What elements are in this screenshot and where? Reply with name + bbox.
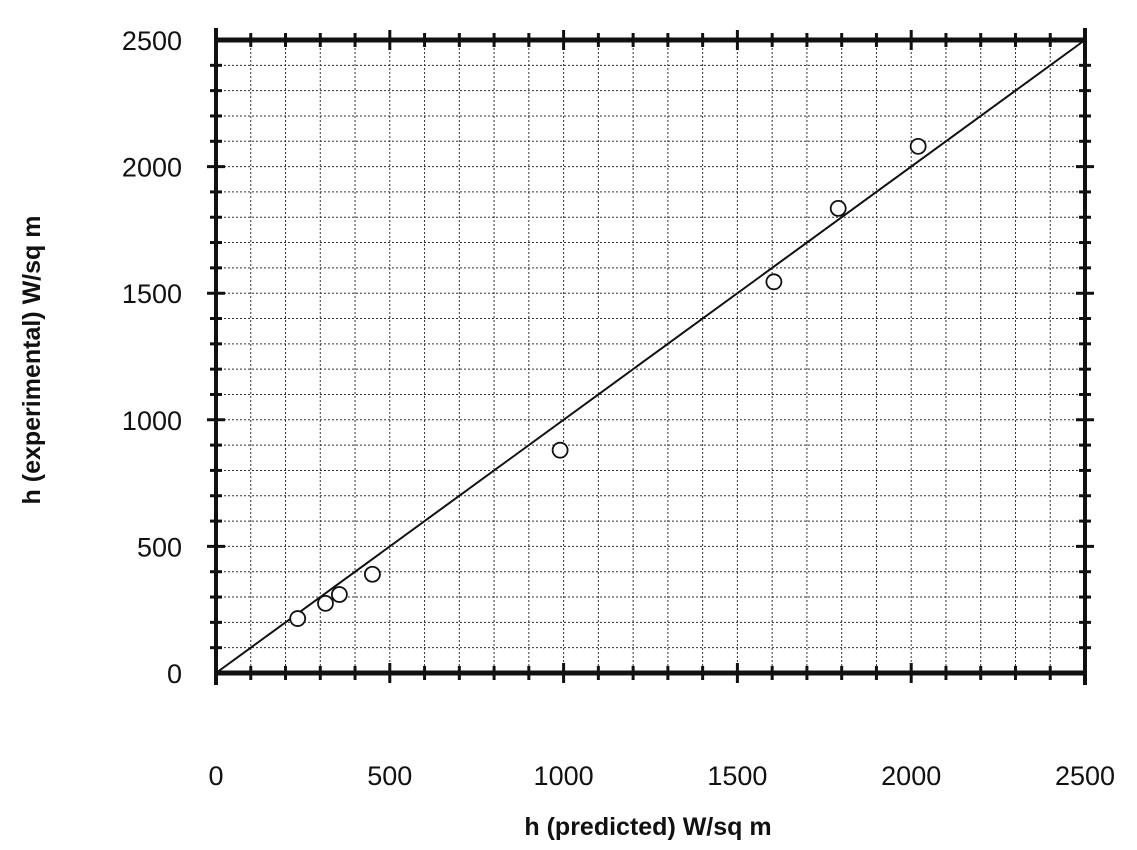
x-tick-label: 2500 [1055,761,1115,791]
y-tick-label: 2500 [122,26,182,56]
x-axis-title: h (predicted) W/sq m [524,813,771,841]
data-point [829,199,847,217]
x-tick-label: 1500 [707,761,767,791]
x-tick-labels: 0 500 1000 1500 2000 2500 [208,761,1115,791]
reference-line [215,39,1086,674]
x-tick-label: 500 [367,761,412,791]
data-points [289,137,927,627]
data-point [289,610,307,627]
data-point [364,565,381,583]
x-tick-label: 0 [208,761,223,791]
y-tick-label: 0 [167,659,182,689]
x-tick-label: 1000 [534,761,594,791]
y-tick-label: 2000 [122,153,182,183]
grid [216,40,1085,673]
y-tick-label: 1500 [122,279,182,309]
y-tick-labels: 0 500 1000 1500 2000 2500 [122,26,182,689]
data-point [330,586,348,603]
data-point [765,273,783,291]
y-axis-title: h (experimental) W/sq m [18,216,46,505]
y-tick-label: 1000 [122,406,182,436]
y-tick-label: 500 [137,532,182,562]
plot-frame [207,28,1094,685]
x-tick-label: 2000 [881,761,941,791]
data-point [909,137,927,155]
data-point [551,441,569,459]
data-point [317,594,334,612]
reference-line-group [215,39,1086,674]
